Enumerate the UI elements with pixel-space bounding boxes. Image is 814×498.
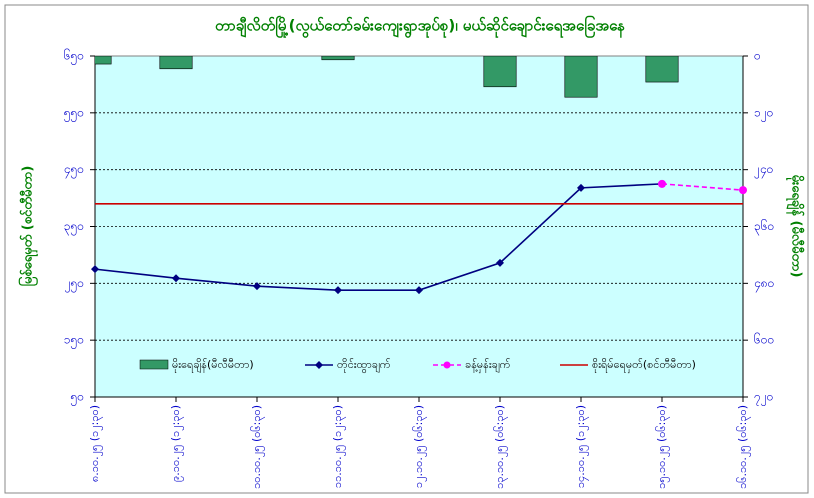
y2-tick-label: ၂၄၀ (754, 162, 773, 179)
legend-marker (315, 361, 323, 369)
legend-label: ခန့်မှန်းချက် (465, 358, 511, 373)
y2-tick-label: ၀ (754, 49, 761, 63)
y2-tick-label: ၁၂၀ (754, 105, 773, 122)
y2-axis-label: မိုးရေချိန် (မီလီမီတာ) (786, 175, 806, 278)
line (661, 183, 744, 191)
plot-clip (95, 56, 679, 98)
bar (321, 56, 355, 61)
y-tick-label: ၆၅၀ (64, 48, 84, 66)
bar (564, 56, 598, 98)
x-tick-label: ၈.၁၀.၂၅ (၁၂:၃၀) (88, 405, 103, 482)
point (253, 282, 261, 291)
x-tick-label: ၁၀.၁၀.၂၅ (၀၆:၃၀) (250, 405, 265, 489)
y2-tick-label: ၄၈၀ (754, 276, 774, 293)
point (577, 183, 585, 192)
point (658, 179, 666, 188)
y2-tick-label: ၆၀၀ (754, 332, 774, 347)
y-tick-label: ၁၅၀ (64, 333, 84, 350)
bar (159, 56, 193, 70)
point (415, 286, 423, 295)
legend-label: တိုင်းထွာချက် (337, 358, 391, 373)
x-tick-label: ၉.၁၀.၂၅ (၁၂:၃၀) (169, 405, 184, 482)
line (94, 183, 663, 291)
point (334, 286, 342, 295)
legend-label: မိုးရေချိန်(မီလီမီတာ) (172, 358, 254, 373)
x-tick-label: ၁၁.၁၀.၂၅ (၁၂:၃၀) (331, 405, 346, 488)
bar (95, 56, 112, 65)
point (739, 186, 747, 195)
x-tick-label: ၁၃.၁၀.၂၅ (၀၆:၃၀) (493, 405, 508, 489)
bar (483, 56, 517, 88)
y2-tick-label: ၃၆၀ (754, 218, 774, 236)
x-tick-label: ၁၅.၁၀.၂၅ (၀၆:၃၀) (655, 405, 670, 489)
y-tick-label: ၄၅၀ (64, 162, 84, 179)
point (496, 258, 504, 267)
y-tick-label: ၂၅၀ (65, 276, 84, 293)
y-tick-label: ၃၅၀ (64, 219, 84, 236)
legend-marker (443, 361, 451, 369)
bar (645, 56, 679, 83)
point (91, 265, 99, 274)
y-tick-label: ၅၀ (71, 390, 85, 407)
x-tick-label: ၁၆.၁၀.၂၅ (၀၆:၃၀) (736, 405, 751, 489)
legend-label: စိုးရိမ်ရေမှတ်(စင်တီမီတာ) (592, 358, 696, 373)
legend-swatch (139, 359, 169, 370)
point (172, 274, 180, 283)
y2-tick-label: ၇၂၀ (754, 390, 773, 407)
x-tick-label: ၁၂.၁၀.၂၅ (၀၆:၃၀) (412, 405, 427, 488)
x-tick-label: ၁၄.၁၀.၂၅ (၁၂:၃၀) (574, 405, 589, 488)
y-tick-label: ၅၅၀ (64, 105, 84, 122)
y-axis-label: မြစ်ရေမှတ် (စင်တီမီတာ) (18, 166, 39, 287)
